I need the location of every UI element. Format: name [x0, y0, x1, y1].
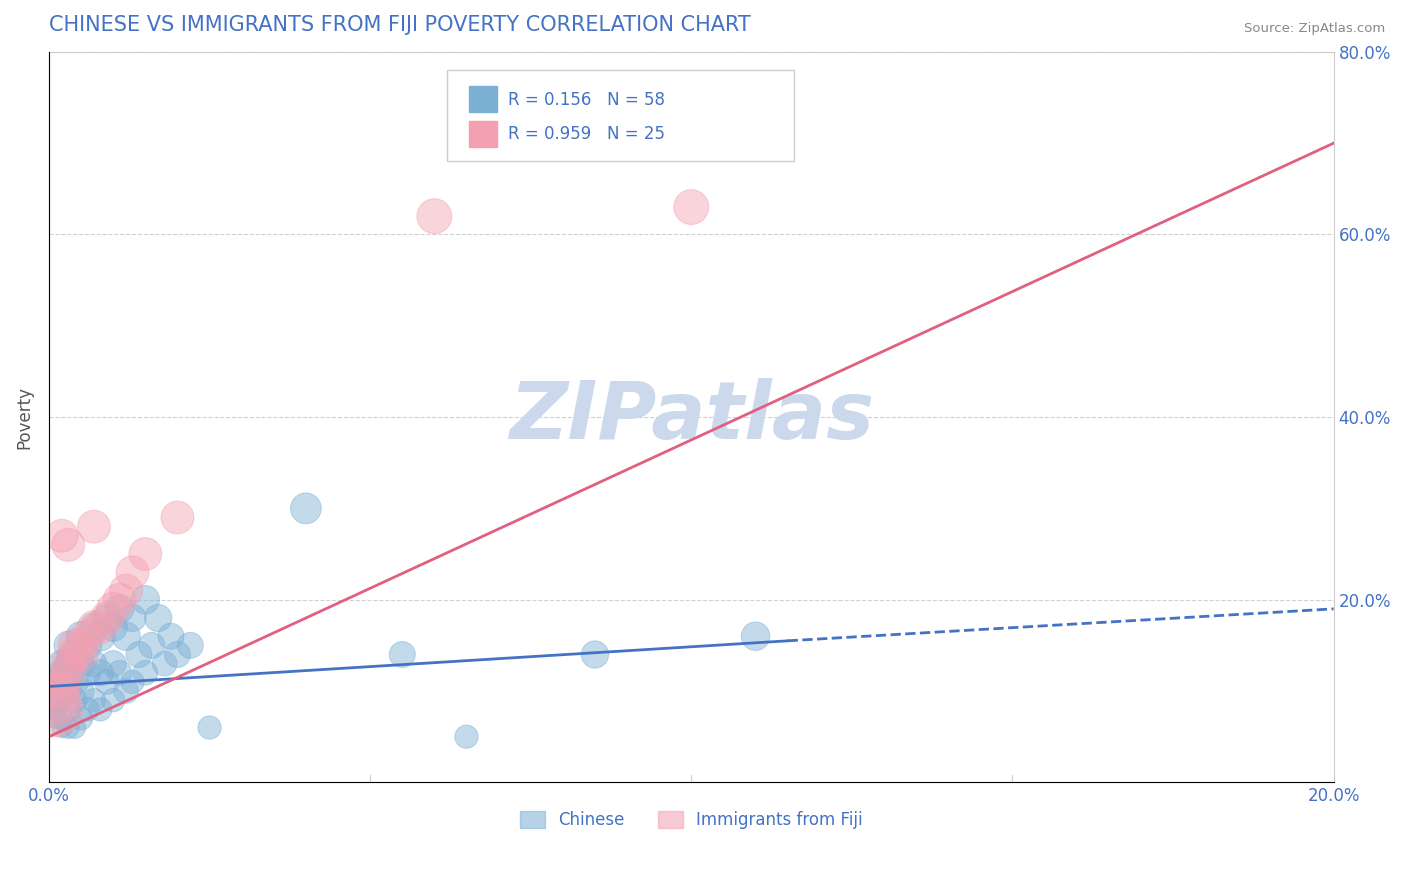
- Point: [70, 648, 93, 662]
- Point: [51, 711, 73, 725]
- Point: [583, 648, 606, 662]
- Point: [70, 629, 93, 643]
- Point: [153, 657, 176, 671]
- Point: [89, 665, 111, 680]
- Point: [391, 648, 413, 662]
- Point: [76, 629, 98, 643]
- Point: [134, 592, 156, 607]
- Point: [96, 674, 118, 689]
- Text: ZIPatlas: ZIPatlas: [509, 378, 873, 456]
- Bar: [470, 87, 498, 112]
- Point: [76, 665, 98, 680]
- Point: [63, 648, 86, 662]
- Point: [83, 693, 105, 707]
- Point: [115, 684, 138, 698]
- Point: [108, 665, 131, 680]
- Point: [58, 657, 80, 671]
- Point: [63, 721, 86, 735]
- Point: [121, 611, 143, 625]
- Point: [134, 547, 156, 561]
- Point: [89, 702, 111, 716]
- Point: [58, 684, 80, 698]
- Point: [58, 657, 80, 671]
- Point: [160, 629, 183, 643]
- Point: [70, 657, 93, 671]
- Point: [134, 665, 156, 680]
- Bar: [470, 120, 498, 147]
- Point: [51, 693, 73, 707]
- Text: CHINESE VS IMMIGRANTS FROM FIJI POVERTY CORRELATION CHART: CHINESE VS IMMIGRANTS FROM FIJI POVERTY …: [49, 15, 751, 35]
- Point: [51, 657, 73, 671]
- Point: [76, 639, 98, 653]
- Point: [44, 711, 66, 725]
- Legend: Chinese, Immigrants from Fiji: Chinese, Immigrants from Fiji: [513, 805, 869, 836]
- Point: [115, 583, 138, 598]
- Point: [63, 693, 86, 707]
- Point: [166, 648, 188, 662]
- Point: [108, 592, 131, 607]
- Point: [58, 538, 80, 552]
- Point: [89, 629, 111, 643]
- Point: [83, 519, 105, 533]
- Point: [51, 529, 73, 543]
- Point: [108, 602, 131, 616]
- Point: [96, 611, 118, 625]
- Point: [103, 602, 125, 616]
- Point: [115, 629, 138, 643]
- Point: [103, 657, 125, 671]
- Point: [44, 693, 66, 707]
- Point: [44, 702, 66, 716]
- Point: [423, 209, 446, 223]
- Point: [58, 721, 80, 735]
- Point: [128, 648, 150, 662]
- Point: [198, 721, 221, 735]
- Point: [295, 501, 318, 516]
- Text: Source: ZipAtlas.com: Source: ZipAtlas.com: [1244, 22, 1385, 36]
- Point: [70, 711, 93, 725]
- Text: R = 0.156   N = 58: R = 0.156 N = 58: [508, 91, 665, 109]
- Point: [179, 639, 201, 653]
- Point: [96, 611, 118, 625]
- Point: [70, 684, 93, 698]
- Point: [63, 639, 86, 653]
- Point: [121, 674, 143, 689]
- Point: [141, 639, 163, 653]
- Point: [146, 611, 169, 625]
- Point: [76, 702, 98, 716]
- Point: [44, 693, 66, 707]
- Text: R = 0.959   N = 25: R = 0.959 N = 25: [508, 125, 665, 143]
- Point: [58, 665, 80, 680]
- Point: [51, 665, 73, 680]
- Point: [70, 639, 93, 653]
- Point: [44, 702, 66, 716]
- Point: [51, 684, 73, 698]
- Point: [63, 674, 86, 689]
- Point: [83, 620, 105, 634]
- Point: [63, 648, 86, 662]
- Point: [744, 629, 766, 643]
- Point: [166, 510, 188, 524]
- Point: [58, 639, 80, 653]
- Point: [51, 674, 73, 689]
- Point: [456, 730, 478, 744]
- Point: [103, 693, 125, 707]
- Point: [103, 620, 125, 634]
- Point: [51, 721, 73, 735]
- Point: [83, 620, 105, 634]
- Point: [44, 674, 66, 689]
- Point: [83, 657, 105, 671]
- Point: [58, 702, 80, 716]
- FancyBboxPatch shape: [447, 70, 794, 161]
- Point: [89, 620, 111, 634]
- Y-axis label: Poverty: Poverty: [15, 385, 32, 449]
- Point: [681, 200, 703, 214]
- Point: [121, 566, 143, 580]
- Point: [51, 684, 73, 698]
